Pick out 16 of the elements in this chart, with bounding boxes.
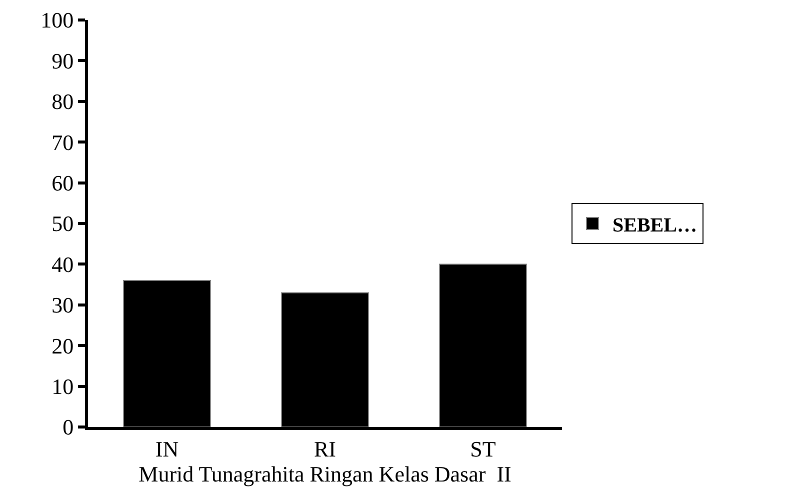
y-tick-label: 100 xyxy=(40,8,74,33)
x-tick-label: ST xyxy=(470,436,496,462)
x-tick-label: RI xyxy=(314,436,336,462)
y-tick-label: 0 xyxy=(62,414,74,440)
y-tick-label: 30 xyxy=(52,292,74,318)
y-tick-label: 40 xyxy=(52,252,74,277)
y-tick-label: 50 xyxy=(52,211,74,236)
legend-label: SEBEL… xyxy=(612,214,697,236)
x-tick-label: IN xyxy=(155,436,179,462)
y-tick-label: 90 xyxy=(52,48,74,74)
y-tick-label: 70 xyxy=(52,130,74,155)
y-tick-label: 80 xyxy=(52,89,74,114)
y-tick-label: 20 xyxy=(52,333,74,358)
y-tick-label: 10 xyxy=(52,374,74,399)
x-axis-title: Murid Tunagrahita Ringan Kelas Dasar II xyxy=(138,461,512,486)
y-tick-label: 60 xyxy=(52,170,74,196)
